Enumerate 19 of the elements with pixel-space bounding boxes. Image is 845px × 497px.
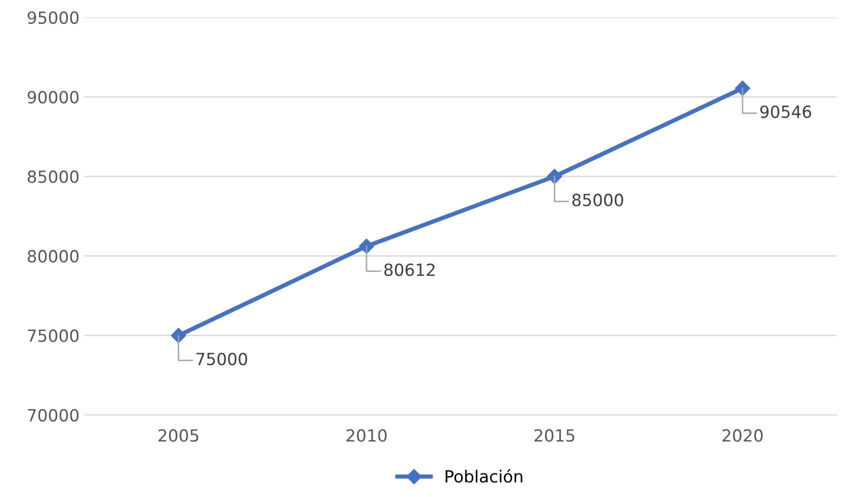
x-tick-label: 2010: [346, 429, 387, 442]
y-tick-label: 75000: [28, 329, 79, 342]
point: [734, 80, 750, 96]
point: [358, 238, 374, 254]
y-tick-label: 80000: [28, 250, 79, 263]
y-tick-label: 85000: [28, 170, 79, 184]
y-tick-label: 95000: [28, 11, 79, 24]
data-label: 75000: [196, 352, 248, 366]
legend-label: Población: [446, 469, 522, 483]
y-tick-label: 70000: [28, 408, 79, 422]
data-label: 80612: [384, 263, 435, 276]
x-tick-label: 2015: [534, 429, 574, 442]
x-tick-label: 2020: [722, 429, 763, 442]
point: [546, 168, 562, 184]
y-tick-label: 90000: [28, 90, 79, 104]
x-tick-label: 2005: [158, 429, 198, 442]
data-label: 85000: [572, 194, 624, 206]
data-label: 90546: [760, 105, 812, 118]
point: [170, 328, 186, 344]
